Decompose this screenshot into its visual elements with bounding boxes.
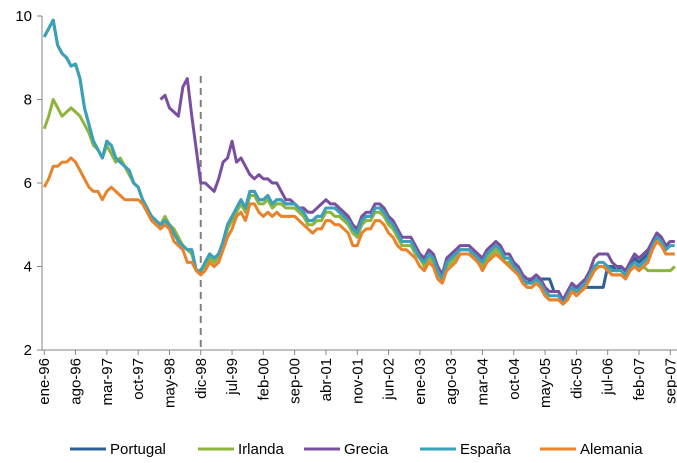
y-tick-label: 6 — [24, 175, 32, 192]
x-tick-label: abr-01 — [318, 358, 335, 401]
x-tick-label: ene-96 — [36, 358, 53, 405]
x-tick-label: jul-06 — [600, 358, 617, 396]
x-tick-label: feb-07 — [631, 358, 648, 401]
series-line — [159, 77, 675, 302]
series-line — [42, 18, 675, 306]
x-tick-label: may-05 — [537, 358, 554, 408]
x-tick-label: mar-97 — [99, 358, 116, 406]
legend-label: Irlanda — [238, 441, 285, 458]
x-tick-label: dic-05 — [568, 358, 585, 399]
x-tick-label: dic-98 — [193, 358, 210, 399]
x-tick-label: sep-07 — [662, 358, 677, 404]
y-tick-label: 10 — [15, 8, 32, 25]
legend-label: Portugal — [110, 441, 166, 458]
series-line — [42, 156, 675, 306]
x-tick-label: sep-00 — [287, 358, 304, 404]
x-tick-label: ene-03 — [412, 358, 429, 405]
x-tick-label: feb-00 — [255, 358, 272, 401]
y-tick-label: 4 — [24, 259, 32, 276]
series-line — [42, 18, 675, 302]
x-tick-label: ago-03 — [443, 358, 460, 405]
x-tick-label: mar-04 — [474, 358, 491, 406]
x-tick-label: may-98 — [161, 358, 178, 408]
x-tick-label: oct-04 — [506, 358, 523, 400]
y-tick-label: 8 — [24, 92, 32, 109]
x-tick-label: jun-02 — [381, 358, 398, 401]
x-tick-label: nov-01 — [349, 358, 366, 404]
y-tick-label: 2 — [24, 342, 32, 359]
legend-label: Grecia — [344, 441, 389, 458]
legend-label: España — [460, 441, 512, 458]
legend-label: Alemania — [580, 441, 643, 458]
x-tick-label: oct-97 — [130, 358, 147, 400]
x-tick-label: jul-99 — [224, 358, 241, 396]
x-tick-label: ago-96 — [68, 358, 85, 405]
